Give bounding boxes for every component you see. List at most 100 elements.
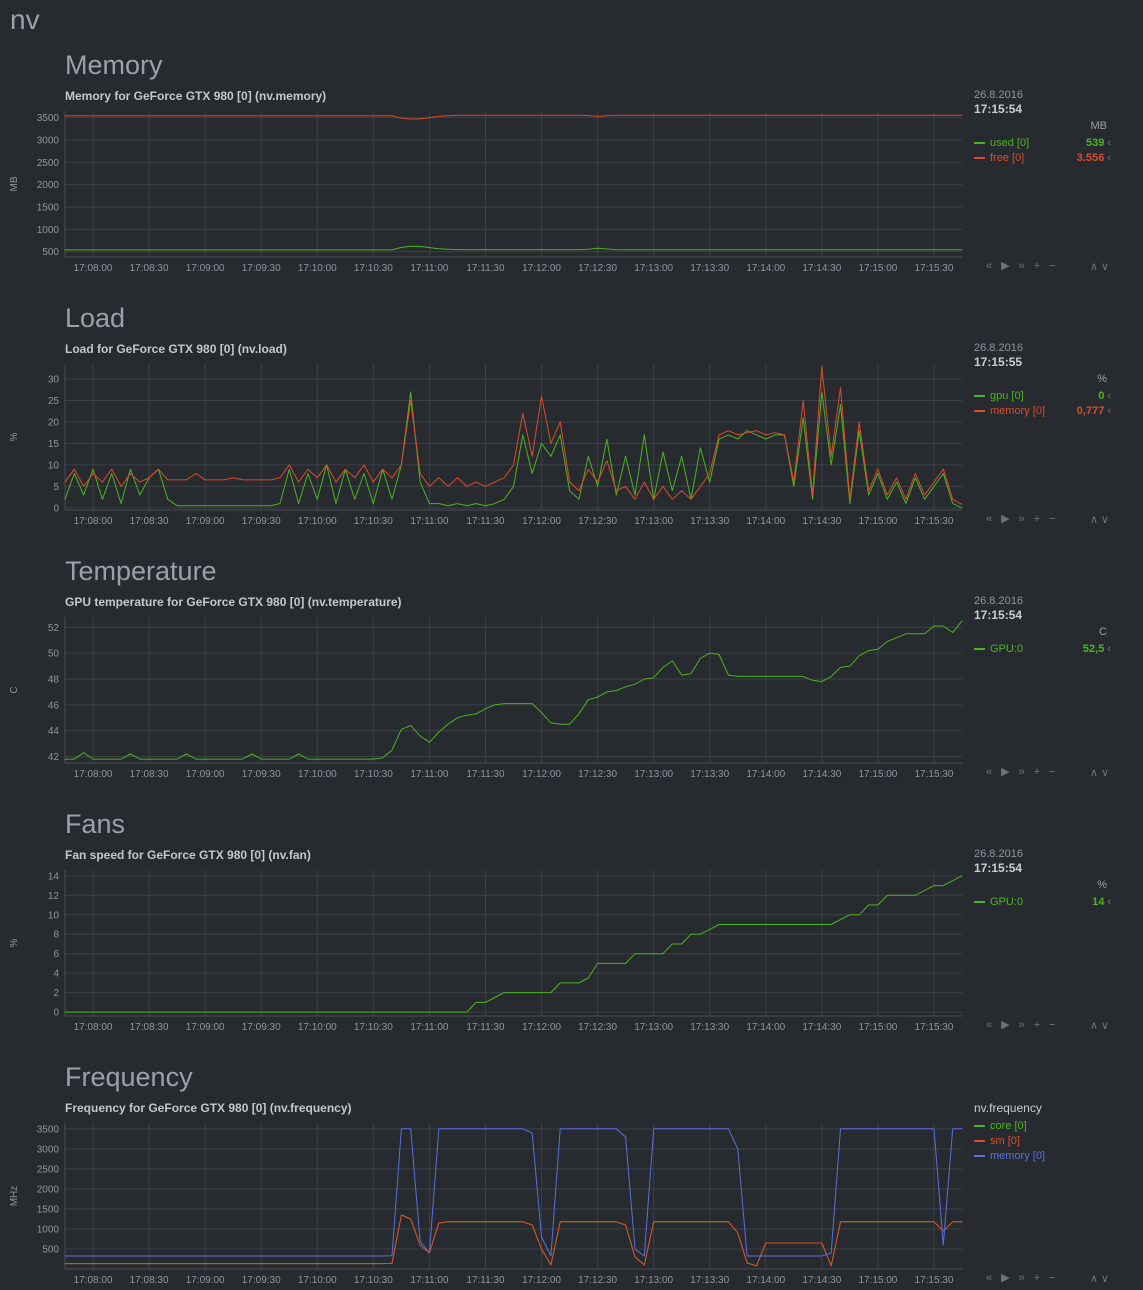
svg-text:17:15:30: 17:15:30	[915, 263, 954, 274]
svg-text:17:13:30: 17:13:30	[690, 263, 729, 274]
resize-handle-icon[interactable]: ∧ ∨	[1089, 767, 1109, 779]
svg-text:17:14:30: 17:14:30	[802, 769, 841, 780]
svg-text:17:09:00: 17:09:00	[186, 1022, 225, 1033]
play-icon[interactable]: ▶	[1001, 1272, 1010, 1284]
legend-date: 26.8.2016	[974, 342, 1023, 354]
svg-text:20: 20	[48, 417, 60, 428]
zoom-out-icon[interactable]: −	[1049, 1272, 1056, 1284]
svg-text:17:15:30: 17:15:30	[915, 769, 954, 780]
series-color-dash-icon	[974, 648, 985, 650]
frequency-chart-plot[interactable]: 17:08:00 17:08:30 17:09:00 17:09:30 17:10:00…	[5, 1117, 968, 1289]
legend-item-memory-0[interactable]: memory [0] 0,777 ‹	[974, 405, 1143, 417]
series-label: core [0]	[990, 1120, 1027, 1132]
chart-row: Memory for GeForce GTX 980 [0] (nv.memor…	[9, 89, 1143, 277]
fans-chart-plot[interactable]: 17:08:00 17:08:30 17:09:00 17:09:30 17:10:00…	[5, 864, 968, 1036]
resize-handle-icon[interactable]: ∧ ∨	[1089, 1273, 1109, 1285]
zoom-in-icon[interactable]: +	[1033, 260, 1041, 272]
pan-backward-icon[interactable]: «	[986, 513, 993, 525]
play-icon[interactable]: ▶	[1001, 1019, 1010, 1031]
zoom-in-icon[interactable]: +	[1033, 513, 1041, 525]
legend-nav-chevron-icon: ‹	[1107, 390, 1111, 402]
zoom-in-icon[interactable]: +	[1033, 1272, 1041, 1284]
section-heading-load: Load	[65, 303, 126, 333]
svg-text:17:11:00: 17:11:00	[410, 769, 449, 780]
legend-chart-id: nv.frequency	[974, 1101, 1042, 1115]
pan-backward-icon[interactable]: «	[986, 1272, 993, 1284]
legend-time: 17:15:55	[974, 355, 1023, 369]
legend-item-free-0[interactable]: free [0] 3.556 ‹	[974, 152, 1143, 164]
svg-text:17:13:00: 17:13:00	[634, 263, 673, 274]
pan-backward-icon[interactable]: «	[986, 260, 993, 272]
pan-forward-icon[interactable]: »	[1018, 1019, 1025, 1031]
play-icon[interactable]: ▶	[1001, 766, 1010, 778]
legend-time: 17:15:54	[974, 102, 1023, 116]
play-icon[interactable]: ▶	[1001, 513, 1010, 525]
svg-text:2500: 2500	[37, 158, 60, 169]
svg-text:3500: 3500	[37, 1125, 60, 1136]
svg-text:17:13:00: 17:13:00	[634, 1022, 673, 1033]
section-heading-frequency: Frequency	[65, 1062, 193, 1092]
legend-nav-chevron-icon: ‹	[1107, 152, 1111, 164]
svg-text:17:08:30: 17:08:30	[130, 1275, 169, 1286]
series-line-gpu-0	[64, 875, 963, 1013]
chart-title: GPU temperature for GeForce GTX 980 [0] …	[65, 595, 402, 609]
page-title: nv	[10, 4, 40, 35]
chart-toolbar: « ▶ » + − ∧ ∨	[974, 513, 1143, 530]
svg-text:17:12:30: 17:12:30	[578, 516, 617, 527]
legend-item-gpu-0[interactable]: GPU:0 14 ‹	[974, 896, 1143, 908]
svg-text:17:15:00: 17:15:00	[858, 263, 897, 274]
legend-item-sm-0[interactable]: sm [0]	[974, 1135, 1143, 1147]
pan-backward-icon[interactable]: «	[986, 766, 993, 778]
memory-chart-plot[interactable]: 17:08:00 17:08:30 17:09:00 17:09:30 17:10:00…	[5, 105, 968, 277]
svg-text:17:13:00: 17:13:00	[634, 516, 673, 527]
pan-forward-icon[interactable]: »	[1018, 513, 1025, 525]
legend-rows: core [0] sm [0] memory [0]	[974, 1117, 1143, 1162]
resize-handle-icon[interactable]: ∧ ∨	[1089, 1020, 1109, 1032]
temperature-chart-plot[interactable]: 17:08:00 17:08:30 17:09:00 17:09:30 17:10:00…	[5, 611, 968, 783]
legend-item-gpu-0[interactable]: GPU:0 52,5 ‹	[974, 643, 1143, 655]
zoom-out-icon[interactable]: −	[1049, 513, 1056, 525]
svg-text:17:15:30: 17:15:30	[915, 1022, 954, 1033]
svg-text:%: %	[9, 432, 20, 441]
play-icon[interactable]: ▶	[1001, 260, 1010, 272]
pan-forward-icon[interactable]: »	[1018, 766, 1025, 778]
svg-text:17:08:00: 17:08:00	[74, 769, 113, 780]
series-label: used [0]	[990, 137, 1030, 149]
series-color-dash-icon	[974, 1140, 985, 1142]
pan-forward-icon[interactable]: »	[1018, 1272, 1025, 1284]
legend-item-gpu-0[interactable]: gpu [0] 0 ‹	[974, 390, 1143, 402]
series-line-sm-0	[64, 1214, 963, 1267]
legend-item-core-0[interactable]: core [0]	[974, 1120, 1143, 1132]
zoom-out-icon[interactable]: −	[1049, 260, 1056, 272]
zoom-out-icon[interactable]: −	[1049, 1019, 1056, 1031]
series-label: memory [0]	[990, 405, 1046, 417]
zoom-in-icon[interactable]: +	[1033, 1019, 1041, 1031]
svg-text:17:09:00: 17:09:00	[186, 769, 225, 780]
svg-text:MHz: MHz	[9, 1186, 20, 1207]
svg-text:17:14:00: 17:14:00	[746, 769, 785, 780]
legend-item-used-0[interactable]: used [0] 539 ‹	[974, 137, 1143, 149]
legend-item-memory-0[interactable]: memory [0]	[974, 1150, 1143, 1162]
svg-text:17:09:30: 17:09:30	[242, 1275, 281, 1286]
legend-unit: C	[1099, 626, 1107, 638]
zoom-out-icon[interactable]: −	[1049, 766, 1056, 778]
pan-forward-icon[interactable]: »	[1018, 260, 1025, 272]
svg-text:17:11:30: 17:11:30	[466, 1022, 505, 1033]
load-chart-plot[interactable]: 17:08:00 17:08:30 17:09:00 17:09:30 17:10:00…	[5, 358, 968, 530]
svg-text:17:11:30: 17:11:30	[466, 263, 505, 274]
legend-unit: %	[1097, 373, 1107, 385]
svg-text:17:10:30: 17:10:30	[354, 769, 393, 780]
pan-backward-icon[interactable]: «	[986, 1019, 993, 1031]
series-label: sm [0]	[990, 1135, 1020, 1147]
resize-handle-icon[interactable]: ∧ ∨	[1089, 514, 1109, 526]
section-load: Load Load for GeForce GTX 980 [0] (nv.lo…	[9, 303, 1143, 530]
legend-unit: %	[1097, 879, 1107, 891]
series-color-dash-icon	[974, 901, 985, 903]
zoom-in-icon[interactable]: +	[1033, 766, 1041, 778]
section-heading-temperature: Temperature	[65, 556, 217, 586]
series-color-dash-icon	[974, 1155, 985, 1157]
resize-handle-icon[interactable]: ∧ ∨	[1089, 261, 1109, 273]
chart-legend: 26.8.2016 17:15:54 % GPU:0 14 ‹ « ▶ » + − ∧ ∨	[968, 848, 1143, 1036]
series-color-dash-icon	[974, 157, 985, 159]
